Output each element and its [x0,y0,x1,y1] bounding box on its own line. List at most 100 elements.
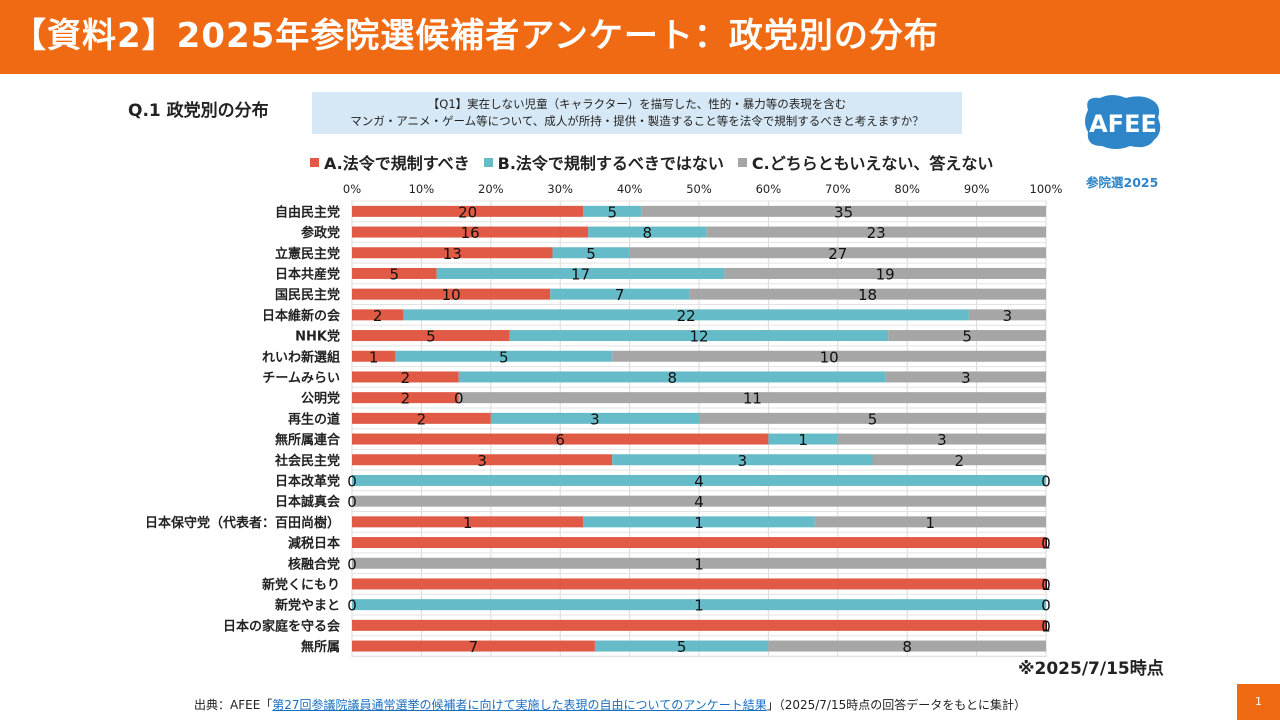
data-label: 3 [590,410,600,428]
category-label: 無所属連合 [275,432,341,448]
data-label: 8 [902,638,912,656]
x-tick-label: 10% [409,182,435,196]
data-label: 1 [463,514,473,532]
bar-segment [352,205,584,217]
data-label: 13 [443,245,462,263]
data-label: 2 [401,369,411,387]
category-label: 日本誠真会 [275,494,341,510]
bar-segment [352,433,769,445]
question-label: Q.1 政党別の分布 [128,101,269,121]
x-tick-label: 50% [686,182,712,196]
data-label: 0 [1041,472,1051,490]
legend-swatch-b [483,157,493,167]
legend-label-c: C.どちらともいえない、答えない [751,154,994,173]
bar-segment [629,247,1046,259]
data-label: 1 [926,514,936,532]
bar-segment [588,226,707,238]
bar-segment [641,205,1046,217]
x-tick-label: 70% [825,182,851,196]
data-label: 2 [373,307,383,325]
bar-segment [837,433,1046,445]
data-label: 1 [694,555,704,573]
bar-segment [352,640,595,652]
bar-segment [706,226,1046,238]
data-label: 3 [738,452,748,470]
data-label: 5 [499,348,509,366]
category-label: 新党くにもり [262,577,340,593]
data-label: 5 [868,410,878,428]
bar-segment [594,640,769,652]
data-label: 20 [458,203,477,221]
data-label: 6 [555,431,565,449]
logo-caption: 参院選2025 [1086,175,1159,190]
bar-segment [583,205,642,217]
bar-segment [352,288,551,300]
data-label: 0 [347,493,357,511]
bar-segment [888,330,1046,342]
legend-label-a: A.法令で規制すべき [324,154,470,173]
bar-segment [699,412,1046,424]
x-tick-label: 30% [547,182,573,196]
data-label: 2 [954,452,964,470]
x-tick-label: 40% [617,182,643,196]
data-label: 1 [1041,617,1051,635]
data-label: 1 [798,431,808,449]
data-label: 0 [1041,617,1051,635]
category-label: 公明党 [301,391,340,407]
category-label: 自由民主党 [275,204,340,220]
afee-logo: AFEE [1085,95,1161,149]
legend-item-b: B.法令で規制するべきではない [483,150,724,174]
category-label: NHK党 [295,329,340,345]
data-label: 5 [586,245,596,263]
data-label: 3 [937,431,947,449]
x-tick-label: 20% [478,182,504,196]
data-label: 8 [643,224,653,242]
title-banner: 【資料2】2025年参院選候補者アンケート：政党別の分布 [0,0,1280,74]
as-of-note: ※2025/7/15時点 [1018,659,1164,679]
bar-segment [490,412,699,424]
bar-segment [352,309,404,321]
data-label: 8 [668,369,678,387]
source-link[interactable]: 第27回参議院議員通常選挙の候補者に向けて実施した表現の自由についてのアンケート… [272,698,767,712]
data-label: 4 [694,472,704,490]
x-tick-label: 100% [1030,182,1063,196]
bar-segment [724,267,1046,279]
bar-segment [352,330,510,342]
data-label: 0 [454,390,464,408]
data-label: 7 [615,286,625,304]
bar-segment [872,454,1046,466]
bar-segment [403,309,969,321]
bar-segment [352,495,1046,507]
source-footer: 出典：AFEE「第27回参議院議員通常選挙の候補者に向けて実施した表現の自由につ… [194,696,1026,713]
category-label: 日本維新の会 [262,308,341,324]
bar-segment [458,371,886,383]
data-label: 5 [390,265,400,283]
data-label: 5 [426,328,436,346]
data-label: 3 [1003,307,1013,325]
data-label: 2 [417,410,427,428]
bar-segment [352,454,613,466]
data-label: 10 [820,348,839,366]
question-line-1: 【Q1】実在しない児童（キャラクター）を描写した、性的・暴力等の表現を含む [427,97,847,111]
category-label: 立憲民主党 [275,246,340,262]
footer-prefix: 出典：AFEE「 [194,698,273,712]
data-label: 19 [876,265,895,283]
data-label: 35 [834,203,853,221]
data-label: 5 [677,638,687,656]
bar-segment [352,226,589,238]
data-label: 0 [347,597,357,615]
bar-segment [352,412,491,424]
question-line-2: マンガ・アニメ・ゲーム等について、成人が所持・提供・製造すること等を法令で規制す… [350,114,924,128]
bar-segment [352,392,459,404]
x-tick-label: 80% [894,182,920,196]
bar-segment [583,516,815,528]
bar-segment [352,537,1046,549]
data-label: 0 [347,472,357,490]
bar-segment [436,267,725,279]
data-label: 10 [442,286,461,304]
question-box: 【Q1】実在しない児童（キャラクター）を描写した、性的・暴力等の表現を含む マン… [312,92,962,134]
category-label: 参政党 [301,225,340,241]
data-label: 17 [571,265,590,283]
data-label: 1 [694,597,704,615]
category-label: 核融合党 [288,556,340,572]
